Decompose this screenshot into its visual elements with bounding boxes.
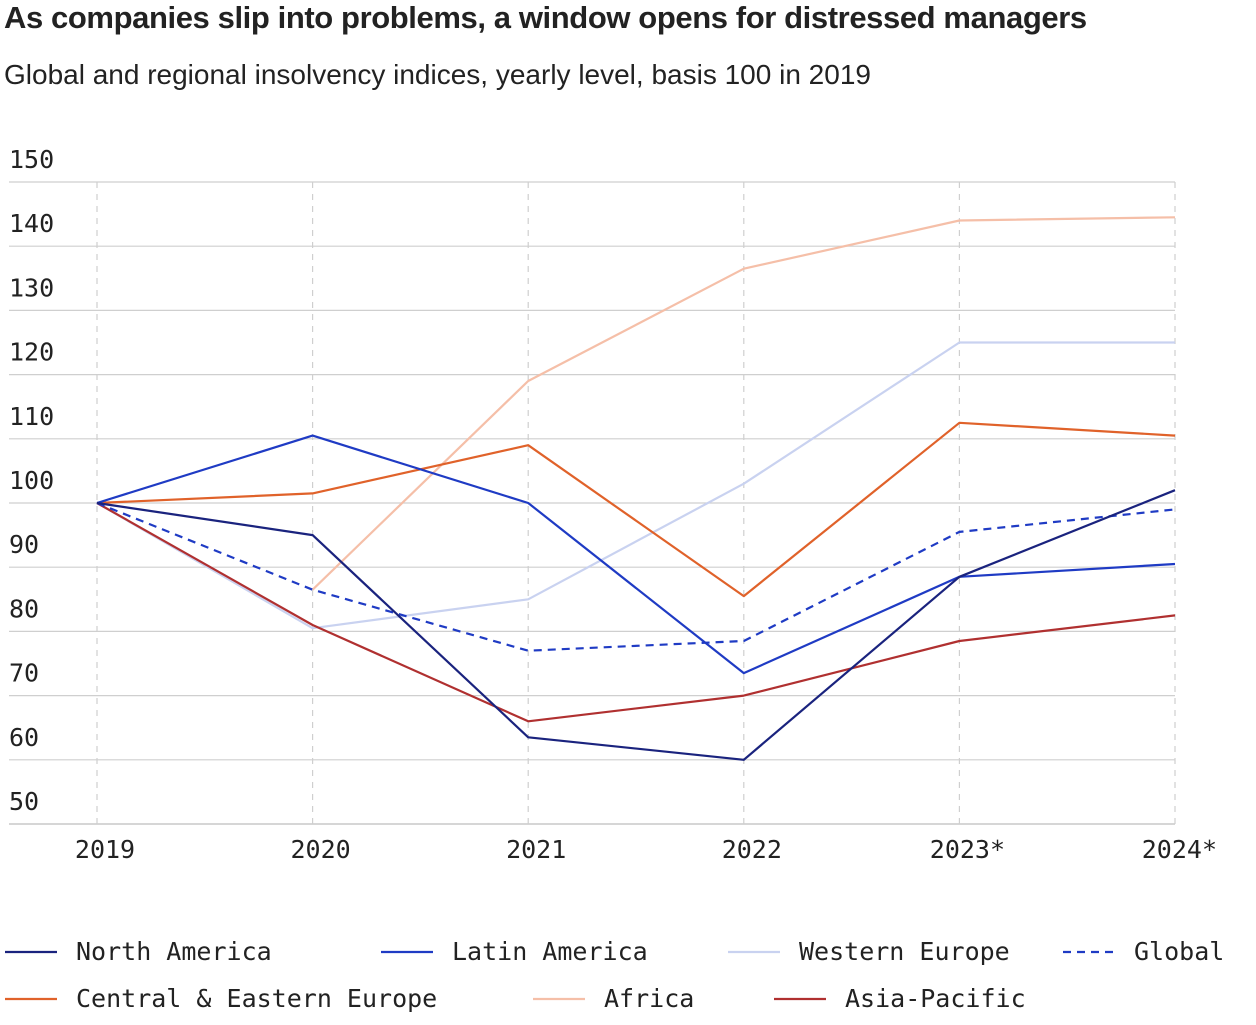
legend-label-central-and-eastern-europe: Central & Eastern Europe: [76, 984, 437, 1013]
series-line-western-europe: [96, 341, 1175, 630]
legend-label-asia-pacific: Asia-Pacific: [845, 984, 1026, 1013]
x-tick-label: 2019: [75, 835, 135, 864]
x-tick-label: 2022: [722, 835, 782, 864]
legend-label-north-america: North America: [76, 937, 272, 966]
series-line-asia-pacific: [96, 502, 1176, 723]
y-tick-label: 130: [9, 273, 54, 302]
y-tick-label: 50: [9, 787, 39, 816]
series-line-north-america: [96, 489, 1176, 761]
y-tick-label: 150: [9, 145, 54, 174]
chart-legend: North America Latin America Western Europe…: [5, 937, 1224, 1013]
x-tick-label: 2020: [290, 835, 350, 864]
x-tick-label: 2024*: [1142, 835, 1217, 864]
y-tick-label: 60: [9, 723, 39, 752]
chart-title: As companies slip into problems, a windo…: [4, 0, 1087, 35]
y-tick-label: 140: [9, 209, 54, 238]
series-line-africa: [311, 216, 1176, 591]
chart-subtitle: Global and regional insolvency indices, …: [4, 59, 871, 90]
y-tick-label: 70: [9, 659, 39, 688]
series-line-central-and-eastern-europe: [96, 421, 1176, 598]
y-tick-label: 90: [9, 530, 39, 559]
legend-label-western-europe: Western Europe: [799, 937, 1010, 966]
x-tick-label: 2021: [506, 835, 566, 864]
y-axis: 150 140 130 120 110 100 90 80 70 60 50: [9, 145, 54, 816]
series-line-latin-america: [96, 434, 1176, 675]
chart-series: [96, 216, 1176, 761]
x-tick-label: 2023*: [930, 835, 1005, 864]
legend-label-global: Global: [1134, 937, 1224, 966]
y-tick-label: 110: [9, 402, 54, 431]
series-line-global: [96, 501, 1176, 652]
legend-label-latin-america: Latin America: [452, 937, 648, 966]
chart-grid: [9, 181, 1176, 825]
y-tick-label: 80: [9, 594, 39, 623]
y-tick-label: 100: [9, 466, 54, 495]
legend-label-africa: Africa: [604, 984, 694, 1013]
y-tick-label: 120: [9, 338, 54, 367]
x-axis: 2019 2020 2021 2022 2023* 2024*: [75, 835, 1217, 864]
